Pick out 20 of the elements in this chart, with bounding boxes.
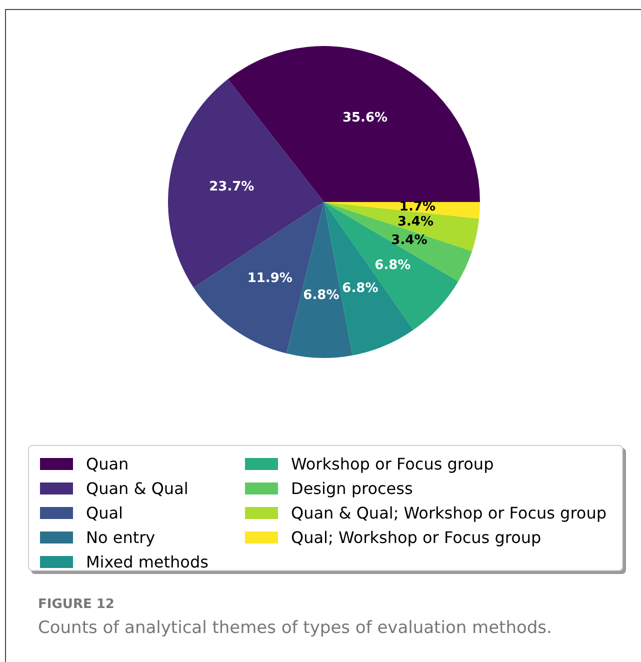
data-label: 1.7% [399, 199, 436, 214]
caption: FIGURE 12 [38, 597, 114, 612]
data-label: 3.4% [391, 233, 428, 248]
data-label: 6.8% [342, 280, 378, 296]
data-label: 6.8% [374, 258, 411, 274]
data-label: 11.9% [247, 270, 292, 286]
legend-label: Quan & Qual [86, 479, 188, 498]
legend-label: Qual [86, 504, 123, 522]
legend-label: Quan & Qual; Workshop or Focus group [291, 504, 607, 522]
legend-label: Workshop or Focus group [291, 454, 494, 474]
legend-label: Design process [291, 479, 413, 498]
data-label: 6.8% [303, 288, 340, 304]
legend-label: No entry [86, 528, 156, 547]
legend-label: Mixed methods [86, 552, 208, 572]
text: Counts of analytical themes of types of evaluation methods. [38, 618, 552, 638]
data-label: 23.7% [209, 179, 254, 194]
data-label: 3.4% [397, 214, 434, 230]
data-label: 35.6% [342, 110, 388, 126]
legend-label: Quan [86, 454, 129, 474]
legend-label: Qual; Workshop or Focus group [291, 528, 542, 547]
